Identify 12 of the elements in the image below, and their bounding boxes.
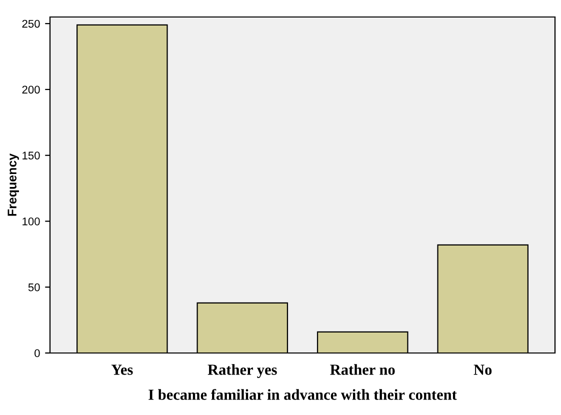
x-tick-label: Rather yes <box>208 364 277 378</box>
x-tick-label: Rather no <box>330 364 395 375</box>
y-tick-label: 250 <box>22 20 40 28</box>
y-tick-label: 50 <box>28 283 40 292</box>
x-tick-label: Yes <box>111 364 133 375</box>
y-tick-label: 0 <box>34 349 40 358</box>
y-tick-label: 200 <box>22 86 40 94</box>
y-tick-label: 100 <box>22 218 40 226</box>
y-tick-label: 150 <box>22 152 40 160</box>
x-tick-label: No <box>474 364 492 375</box>
x-axis-title: I became familiar in advance with their content <box>148 388 457 400</box>
y-axis-title: Frequency <box>8 153 19 216</box>
